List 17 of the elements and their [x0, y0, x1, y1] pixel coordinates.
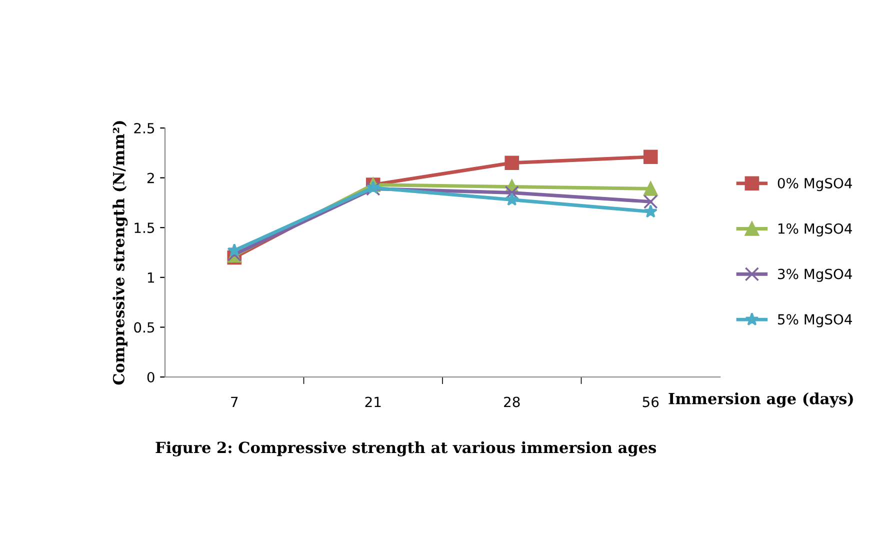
x-tick-label: 21: [365, 396, 381, 407]
legend-label: 5% MgSO4: [778, 314, 852, 328]
y-tick-label: 2: [147, 172, 154, 184]
x-tick-label: 7: [231, 396, 238, 407]
y-tick-label: 2.5: [134, 122, 154, 134]
y-tick-label: 0: [147, 372, 154, 382]
legend-label: 3% MgSO4: [778, 268, 852, 282]
caption: Figure 2: Compressive strength at various immersion ages: [156, 441, 656, 456]
x-tick-label: 28: [504, 396, 520, 408]
y-tick-label: 1: [148, 272, 154, 283]
y-tick-label: 1.5: [134, 222, 154, 234]
x-axis-title: Immersion age (days): [668, 392, 853, 408]
y-tick-label: 0.5: [134, 322, 154, 333]
legend-label: 1% MgSO4: [778, 223, 852, 237]
legend-label: 0% MgSO4: [778, 178, 852, 192]
y-axis-title: Compressive strength (N/mm²): [112, 121, 128, 385]
x-tick-label: 56: [642, 396, 659, 408]
